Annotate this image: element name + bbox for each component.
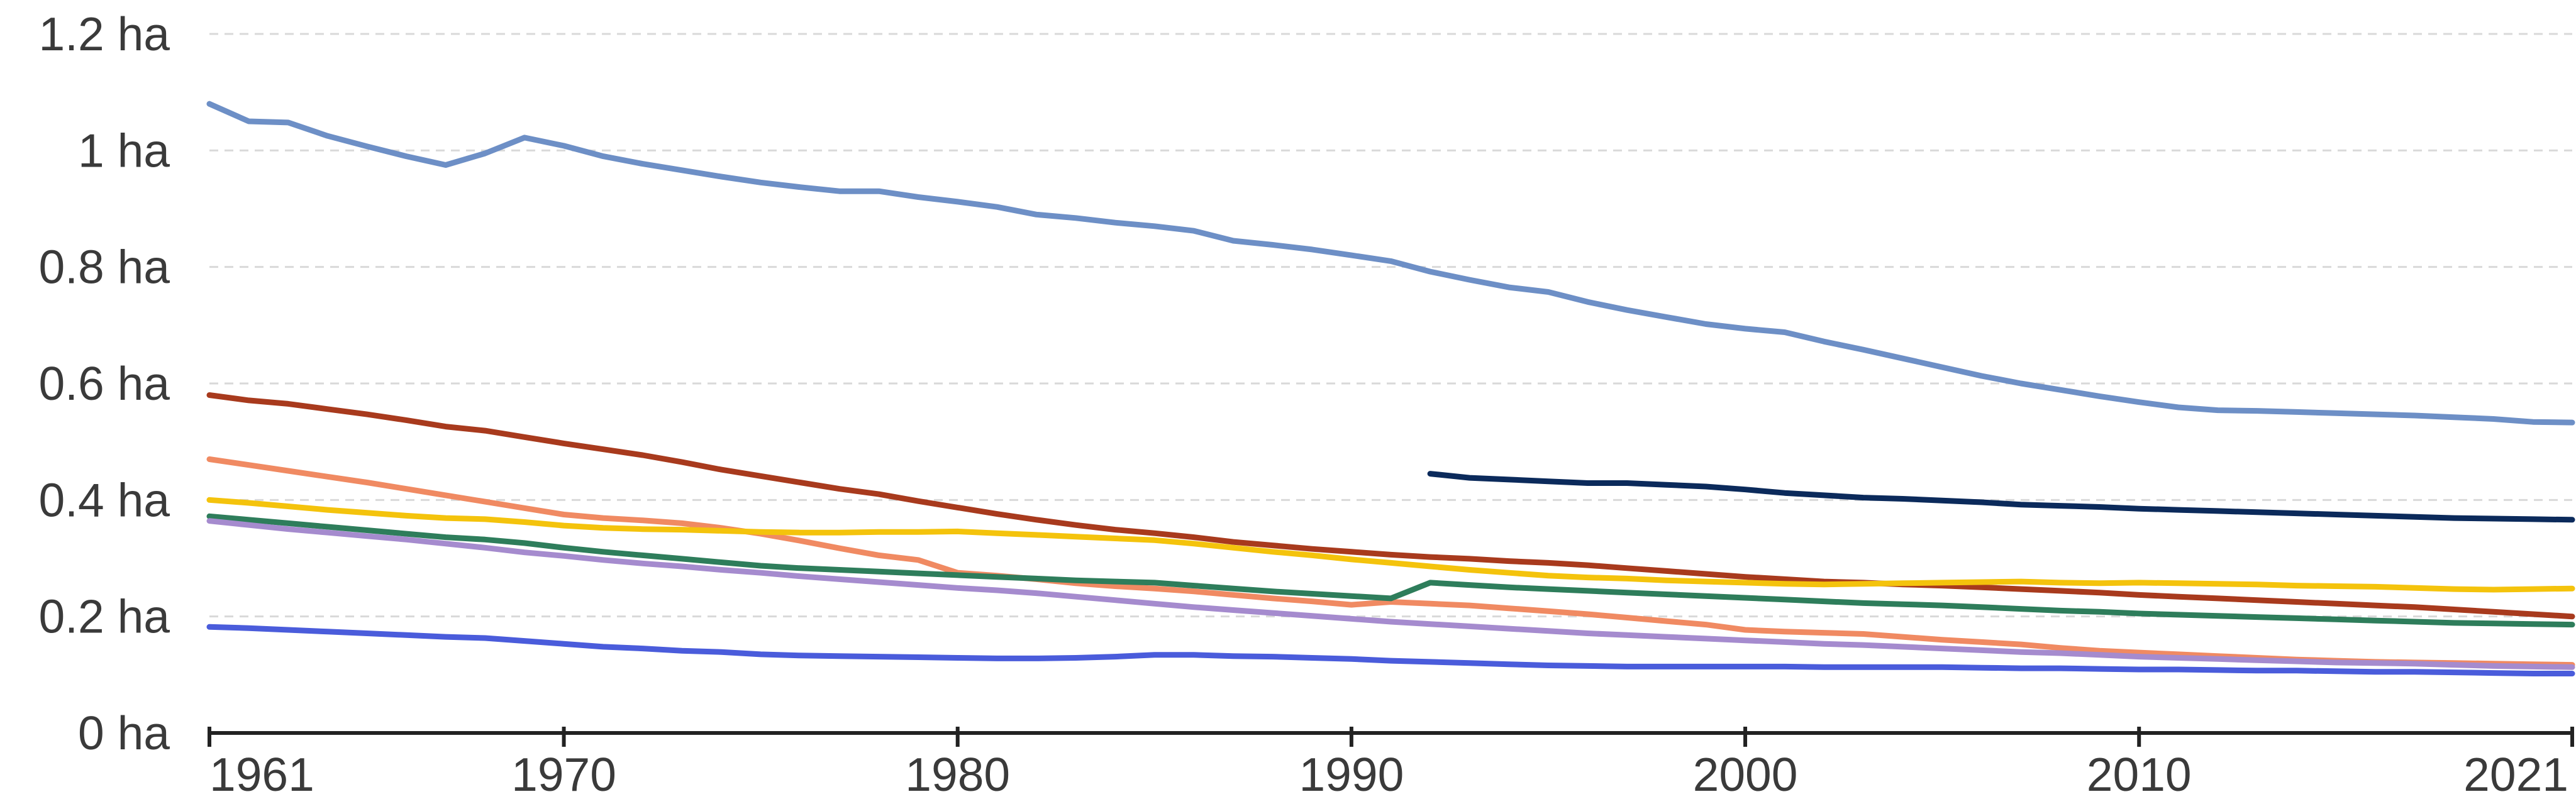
- series-1-light-blue-line: [206, 101, 2575, 426]
- y-tick-label: 0.6 ha: [38, 357, 170, 410]
- x-axis: 1961 1970 1980 1990 2000 2010 2021: [208, 727, 2574, 801]
- y-tick-label: 1.2 ha: [38, 8, 170, 60]
- x-tick-label: 2000: [1693, 748, 1798, 801]
- y-tick-label: 0.8 ha: [38, 241, 170, 294]
- y-tick-label: 0 ha: [78, 707, 170, 759]
- series-3-rust-line: [206, 392, 2575, 620]
- series-7-lavender-line: [206, 518, 2575, 670]
- series-6-green-line: [206, 513, 2575, 628]
- y-tick-label: 1 ha: [78, 124, 170, 177]
- x-tick-label: 1961: [209, 748, 314, 801]
- y-tick-label: 0.4 ha: [38, 473, 170, 526]
- series-2-dark-navy-line: [1427, 471, 2575, 523]
- y-tick-label: 0.2 ha: [38, 590, 170, 643]
- series-5-yellow-line: [206, 497, 2575, 593]
- series-lines: [206, 101, 2575, 676]
- x-tick-label: 1980: [905, 748, 1010, 801]
- gridlines: [209, 33, 2572, 618]
- series-4-salmon-line: [206, 456, 2575, 668]
- series-8-blue-line: [206, 624, 2575, 676]
- x-tick-label: 2021: [2463, 748, 2568, 801]
- x-tick-label: 1990: [1299, 748, 1404, 801]
- x-tick-label: 2010: [2087, 748, 2192, 801]
- x-tick-label: 1970: [511, 748, 616, 801]
- y-axis-labels: 0 ha 0.2 ha 0.4 ha 0.6 ha 0.8 ha 1 ha 1.2 ha: [38, 8, 170, 759]
